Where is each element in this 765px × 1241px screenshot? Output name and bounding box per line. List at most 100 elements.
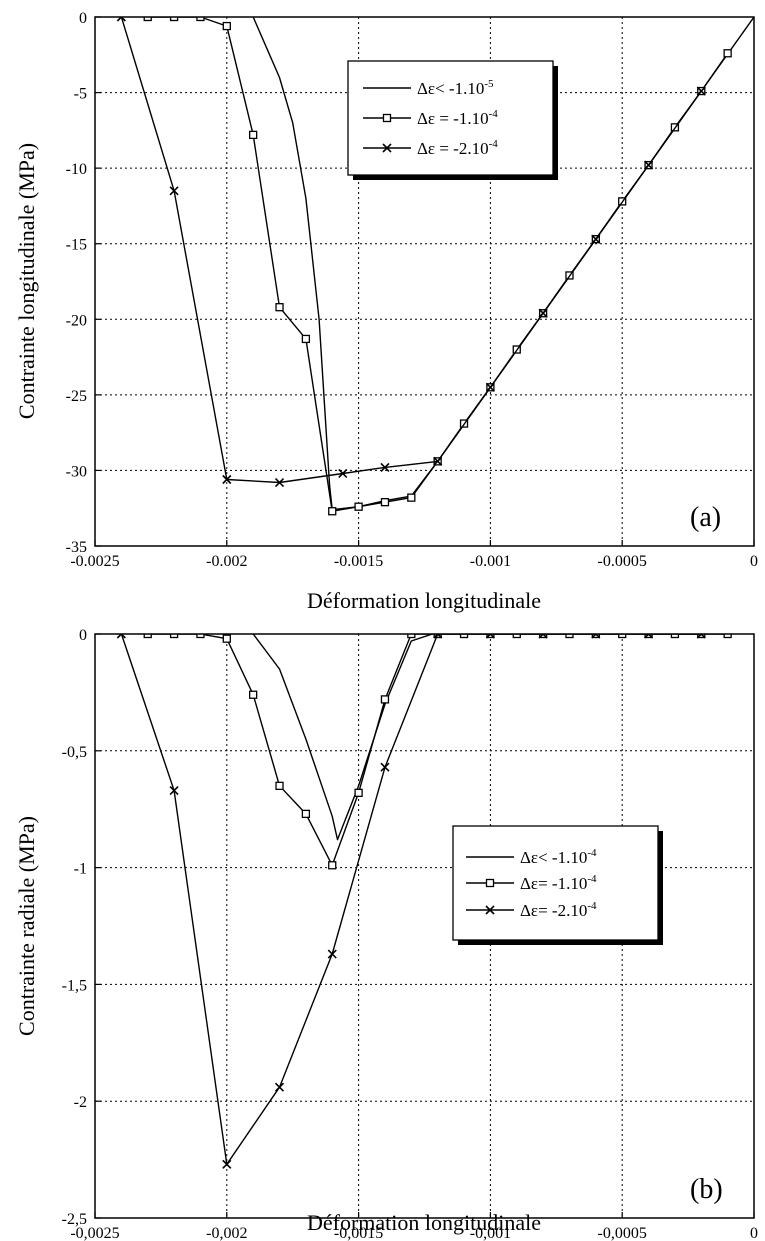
- data-point-series-2: [249, 130, 258, 140]
- data-point-series-3: [274, 477, 285, 488]
- data-point-series-2: [407, 634, 416, 639]
- x-axis-title-b: Déformation longitudinale: [307, 1210, 541, 1235]
- x-tick-label: -0.0025: [70, 553, 119, 570]
- y-tick-label: -1,5: [62, 977, 87, 994]
- data-point-series-2: [301, 809, 311, 819]
- data-point-series-2: [169, 17, 179, 22]
- data-point-series-2: [512, 634, 521, 639]
- y-tick-label: 0: [79, 10, 87, 27]
- legend-marker-3: [485, 905, 495, 915]
- data-point-series-2: [565, 634, 574, 639]
- data-point-series-2: [644, 634, 653, 639]
- data-point-series-3: [169, 186, 179, 196]
- data-point-series-2: [697, 634, 706, 639]
- data-point-series-2: [591, 634, 600, 639]
- legend-label-2: Δε= -1.10-4: [520, 873, 597, 893]
- data-point-series-3: [380, 762, 390, 772]
- legend-marker-2: [382, 113, 392, 123]
- data-point-series-3: [433, 456, 443, 466]
- data-point-series-3: [538, 634, 548, 639]
- x-tick-label: -0,0005: [598, 1225, 647, 1241]
- data-point-series-2: [143, 17, 152, 22]
- legend-label-1: Δε< -1.10-4: [520, 847, 597, 867]
- data-point-series-3: [591, 234, 601, 244]
- y-tick-label: -1: [74, 861, 87, 878]
- data-point-series-2: [328, 507, 337, 516]
- data-point-series-2: [169, 634, 179, 639]
- data-point-series-2: [354, 788, 363, 797]
- x-tick-label: -0.0015: [334, 553, 383, 570]
- y-tick-label: -0,5: [62, 744, 87, 761]
- data-point-series-2: [723, 634, 732, 639]
- x-tick-label: -0,0015: [334, 1225, 383, 1241]
- data-point-series-3: [169, 785, 179, 796]
- series-line-2: [147, 634, 728, 866]
- x-tick-label: -0,001: [470, 1225, 511, 1241]
- data-point-series-2: [380, 498, 390, 507]
- series-line-3: [120, 634, 702, 1166]
- data-point-series-2: [222, 21, 231, 31]
- data-point-series-2: [407, 493, 416, 502]
- x-tick-label: -0.001: [470, 553, 511, 570]
- data-point-series-2: [275, 781, 284, 790]
- data-point-series-2: [196, 634, 205, 639]
- legend-exponent: -4: [587, 847, 597, 859]
- legend-label-2: Δε = -1.10-4: [417, 108, 498, 128]
- data-point-series-3: [380, 462, 390, 472]
- series-line-3: [120, 17, 702, 484]
- chart-panel-b: -0,0025 -0,002 -0,0015 -0,001 -0,0005 0 0 -0,5 -…: [14, 627, 758, 1241]
- y-tick-label: -10: [66, 161, 87, 178]
- series-layer-a: [116, 17, 754, 516]
- data-point-series-3: [538, 308, 548, 318]
- data-point-series-2: [459, 634, 469, 639]
- legend-marker-2: [485, 878, 495, 888]
- data-point-series-3: [116, 17, 126, 22]
- legend-label-1: Δε< -1.10-5: [417, 78, 494, 98]
- legend-exponent: -5: [484, 78, 494, 90]
- data-point-series-3: [696, 634, 706, 639]
- y-tick-label: 0: [79, 627, 87, 644]
- data-point-series-3: [327, 949, 337, 959]
- y-tick-label: -2,5: [62, 1211, 87, 1228]
- y-axis-title-b: Contrainte radiale (MPa): [14, 816, 39, 1036]
- y-axis-title-a: Contrainte longitudinale (MPa): [14, 143, 39, 419]
- plot-frame-b: [94, 633, 755, 1219]
- data-point-series-2: [486, 634, 495, 639]
- y-tick-label: -20: [66, 312, 87, 329]
- legend-a: Δε< -1.10-5 Δε = -1.10-4 Δε = -2.10-4: [347, 60, 558, 180]
- grid-a: [95, 17, 754, 546]
- legend-exponent: -4: [489, 108, 499, 120]
- x-tick-label: -0,002: [206, 1225, 247, 1241]
- data-point-series-3: [433, 634, 443, 639]
- legend-exponent: -4: [489, 138, 499, 150]
- data-point-series-2: [354, 502, 363, 511]
- y-tick-label: -25: [66, 388, 87, 405]
- x-tick-label: -0,0025: [70, 1225, 119, 1241]
- y-tick-label: -2: [74, 1094, 87, 1111]
- data-point-series-2: [618, 634, 627, 639]
- data-point-series-2: [538, 634, 548, 639]
- data-point-series-2: [275, 303, 284, 312]
- data-point-series-3: [222, 1159, 232, 1169]
- series-line-1: [252, 634, 433, 841]
- data-point-series-3: [116, 634, 126, 639]
- data-point-series-3: [643, 160, 654, 170]
- data-point-series-2: [196, 17, 205, 22]
- data-point-series-3: [222, 474, 232, 485]
- data-point-series-2: [723, 49, 732, 58]
- panel-label-b: (b): [690, 1174, 723, 1205]
- data-point-series-3: [591, 634, 601, 639]
- ticks-a: -0.0025 -0.002 -0.0015 -0.001 -0.0005 0 0 -5 -10…: [66, 10, 758, 570]
- legend-marker-3: [382, 143, 392, 153]
- series-layer-b: [116, 634, 732, 1169]
- legend-exponent: -4: [587, 900, 597, 912]
- legend-label-3: Δε = -2.10-4: [417, 138, 498, 158]
- data-point-series-3: [485, 634, 495, 639]
- legend-label-3: Δε= -2.10-4: [520, 900, 597, 920]
- data-point-series-2: [143, 634, 152, 639]
- panel-label-a: (a): [690, 502, 721, 533]
- ticks-b: -0,0025 -0,002 -0,0015 -0,001 -0,0005 0 0 -0,5 -…: [62, 627, 758, 1241]
- data-point-series-3: [338, 468, 348, 479]
- data-point-series-3: [643, 634, 654, 639]
